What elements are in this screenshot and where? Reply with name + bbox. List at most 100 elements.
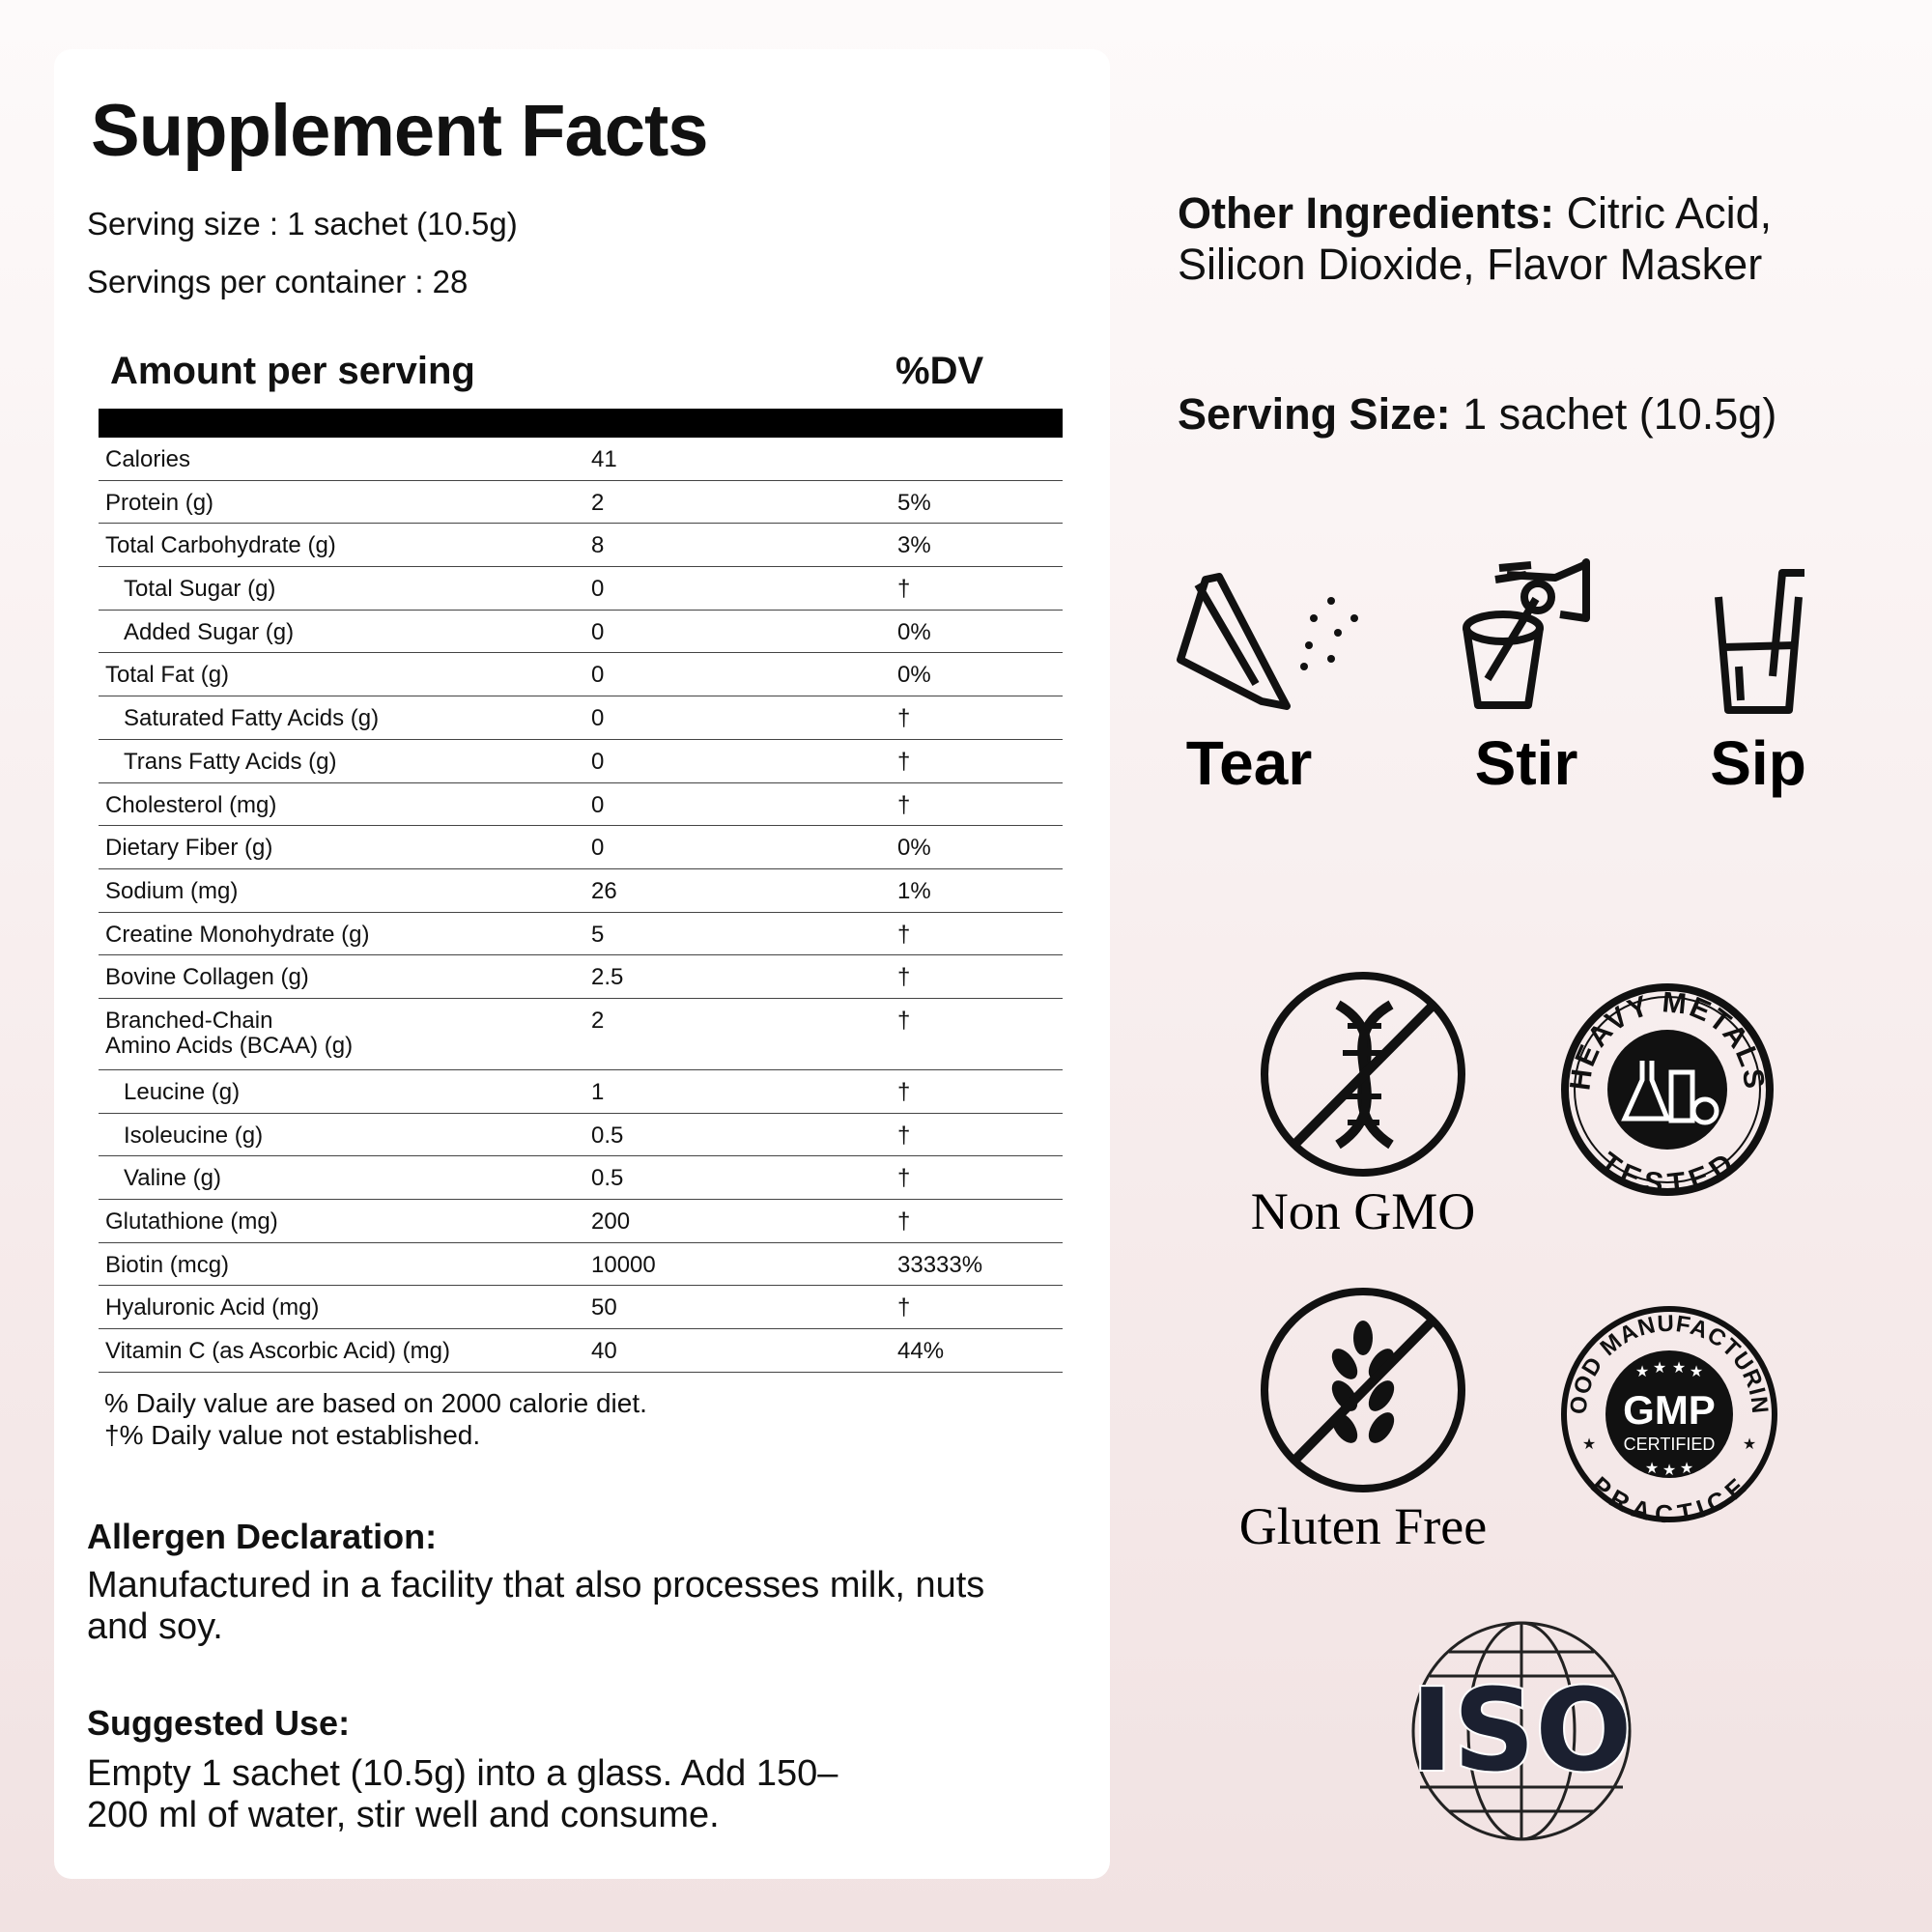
daily-value: † xyxy=(897,1007,911,1034)
iso-text: ISO xyxy=(1410,1663,1632,1797)
section-text: Manufactured in a facility that also pro… xyxy=(87,1565,985,1647)
amount: 2 xyxy=(591,1007,605,1034)
section-title: Suggested Use: xyxy=(87,1703,351,1743)
daily-value: † xyxy=(897,1294,911,1321)
nutrient-name: Valine (g) xyxy=(124,1165,221,1192)
nutrient-name: Leucine (g) xyxy=(124,1078,241,1105)
other-ingredients: Other Ingredients: Citric Acid, Silicon … xyxy=(1178,187,1854,290)
nutrient-name: Trans Fatty Acids (g) xyxy=(124,748,337,775)
daily-value: 33333% xyxy=(897,1251,983,1278)
table-row: Trans Fatty Acids (g) 0 † xyxy=(99,740,1063,783)
svg-text:★: ★ xyxy=(1645,1461,1659,1477)
amount: 0 xyxy=(591,748,605,775)
daily-value: † xyxy=(897,1165,911,1192)
table-row: Branched-Chain Amino Acids (BCAA) (g) 2 † xyxy=(99,999,1063,1070)
svg-text:★: ★ xyxy=(1743,1436,1756,1453)
serving-info: Serving Size: 1 sachet (10.5g) xyxy=(1178,388,1854,440)
amount: 10000 xyxy=(591,1251,656,1278)
amount: 0 xyxy=(591,618,605,645)
table-row: Isoleucine (g) 0.5 † xyxy=(99,1114,1063,1157)
daily-value: † xyxy=(897,748,911,775)
table-row: Protein (g) 2 5% xyxy=(99,481,1063,525)
daily-value: † xyxy=(897,1122,911,1149)
table-row: Calories 41 xyxy=(99,438,1063,481)
nutrient-name: Protein (g) xyxy=(105,489,214,516)
svg-text:★: ★ xyxy=(1680,1461,1693,1477)
nutrient-name: Total Fat (g) xyxy=(105,662,230,689)
daily-value: 3% xyxy=(897,532,931,559)
table-row: Leucine (g) 1 † xyxy=(99,1070,1063,1114)
nutrient-name: Branched-Chain Amino Acids (BCAA) (g) xyxy=(105,1007,354,1059)
amount: 0 xyxy=(591,662,605,689)
nutrient-name: Creatine Monohydrate (g) xyxy=(105,921,370,948)
daily-value: 1% xyxy=(897,877,931,904)
nutrient-name: Bovine Collagen (g) xyxy=(105,964,309,991)
value: 1 sachet (10.5g) xyxy=(1463,389,1777,439)
nutrient-name: Vitamin C (as Ascorbic Acid) (mg) xyxy=(105,1338,450,1365)
stars: ★ ★ ★ ★ ★ ★ ★ xyxy=(1635,1360,1703,1479)
tear-dots xyxy=(1300,597,1358,670)
facts-table: Calories 41 Protein (g) 2 5% Total Carbohydra… xyxy=(99,438,1063,1373)
amount: 50 xyxy=(591,1294,617,1321)
footnote: % Daily value are based on 2000 calorie … xyxy=(104,1388,647,1418)
servings-per-container: Servings per container : 28 xyxy=(87,264,469,299)
nutrient-name: Added Sugar (g) xyxy=(124,618,295,645)
svg-text:★: ★ xyxy=(1690,1364,1703,1380)
non-gmo-badge xyxy=(1261,972,1465,1177)
table-row: Vitamin C (as Ascorbic Acid) (mg) 40 44% xyxy=(99,1329,1063,1373)
amount: 0 xyxy=(591,576,605,603)
title: Supplement Facts xyxy=(91,90,709,172)
amount: 0 xyxy=(591,705,605,732)
table-row: Biotin (mcg) 10000 33333% xyxy=(99,1243,1063,1287)
nutrient-name: Hyaluronic Acid (mg) xyxy=(105,1294,320,1321)
daily-value: † xyxy=(897,705,911,732)
amount: 0 xyxy=(591,791,605,818)
iso-globe xyxy=(1411,1621,1632,1841)
nutrient-name: Sodium (mg) xyxy=(105,877,239,904)
value: Citric Acid, Silicon Dioxide, Flavor Mas… xyxy=(1178,188,1773,289)
table-row: Valine (g) 0.5 † xyxy=(99,1156,1063,1200)
daily-value: 5% xyxy=(897,489,931,516)
nutrient-name: Total Sugar (g) xyxy=(124,576,276,603)
badge-text: GMP xyxy=(1623,1387,1716,1433)
table-row: Saturated Fatty Acids (g) 0 † xyxy=(99,696,1063,740)
amount: 1 xyxy=(591,1078,605,1105)
svg-text:★: ★ xyxy=(1582,1436,1596,1453)
svg-text:★: ★ xyxy=(1653,1360,1666,1377)
daily-value: † xyxy=(897,921,911,948)
amount: 0.5 xyxy=(591,1165,624,1192)
svg-text:★: ★ xyxy=(1635,1364,1649,1380)
amount: 200 xyxy=(591,1208,631,1235)
badge-text: PRACTICE xyxy=(1585,1471,1750,1529)
section-title: Allergen Declaration: xyxy=(87,1517,438,1556)
daily-value: † xyxy=(897,964,911,991)
table-row: Bovine Collagen (g) 2.5 † xyxy=(99,955,1063,999)
badge-text: PRACTICE xyxy=(1585,1471,1753,1529)
serving-size: Serving size : 1 sachet (10.5g) xyxy=(87,206,518,242)
daily-value: 0% xyxy=(897,618,931,645)
table-row: Total Fat (g) 0 0% xyxy=(99,653,1063,697)
column-header: %DV xyxy=(895,350,984,392)
badge-label: Non GMO xyxy=(1251,1182,1476,1240)
nutrient-name: Total Carbohydrate (g) xyxy=(105,532,336,559)
nutrient-name: Glutathione (mg) xyxy=(105,1208,278,1235)
table-row: Dietary Fiber (g) 0 0% xyxy=(99,826,1063,869)
table-row: Added Sugar (g) 0 0% xyxy=(99,611,1063,654)
step-label: Sip xyxy=(1710,728,1806,798)
step-label: Stir xyxy=(1475,728,1578,798)
column-header: Amount per serving xyxy=(110,350,475,392)
amount: 8 xyxy=(591,532,605,559)
badge-label: Gluten Free xyxy=(1239,1497,1487,1555)
label: Serving Size: xyxy=(1178,389,1451,439)
daily-value: 0% xyxy=(897,662,931,689)
daily-value: 0% xyxy=(897,835,931,862)
nutrient-name: Calories xyxy=(105,446,191,472)
step-label: Tear xyxy=(1186,728,1312,798)
amount: 2 xyxy=(591,489,605,516)
table-row: Cholesterol (mg) 0 † xyxy=(99,783,1063,827)
nutrient-name: Dietary Fiber (g) xyxy=(105,835,273,862)
gluten-free-badge xyxy=(1261,1288,1465,1492)
table-row: Hyaluronic Acid (mg) 50 † xyxy=(99,1286,1063,1330)
